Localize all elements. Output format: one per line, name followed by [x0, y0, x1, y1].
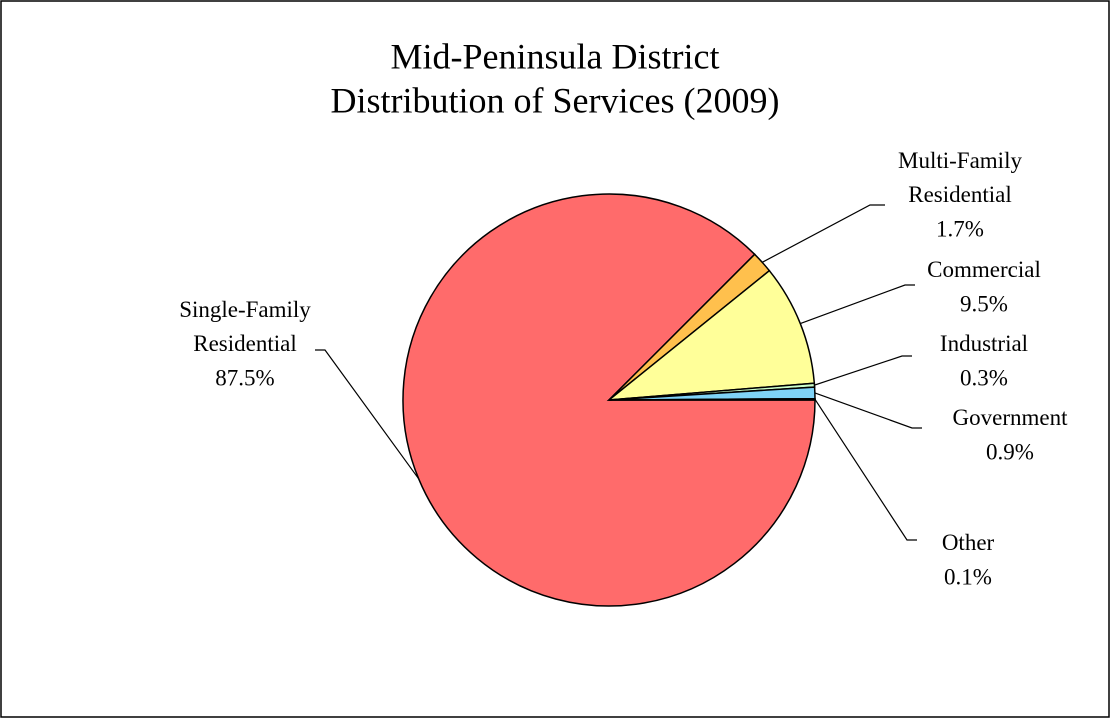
value-label: 87.5% [215, 365, 274, 390]
value-label: 9.5% [960, 291, 1008, 316]
slice-label: Commercial [927, 257, 1041, 282]
slice-label: Single-Family Residential [179, 297, 311, 356]
leader-line [315, 349, 420, 480]
leader-line [761, 204, 885, 263]
chart-title: Mid-Peninsula District [391, 36, 720, 76]
value-label: 0.9% [986, 439, 1034, 464]
label-line: Residential [193, 331, 296, 356]
slice-label: Multi-Family Residential [898, 148, 1022, 207]
leader-line [814, 355, 912, 386]
value-label: 1.7% [936, 216, 984, 241]
leader-line [814, 399, 917, 541]
chart-title: Distribution of Services (2009) [331, 80, 780, 120]
leader-line [814, 392, 922, 429]
label-line: Multi-Family [898, 148, 1022, 173]
slice-label: Other [942, 530, 995, 555]
leader-line [800, 284, 915, 325]
value-label: 0.3% [960, 365, 1008, 390]
label-line: Commercial [927, 257, 1041, 282]
slice-label: Industrial [940, 331, 1028, 356]
label-line: Other [942, 530, 995, 555]
label-line: Government [953, 405, 1069, 430]
label-line: Single-Family [179, 297, 311, 322]
label-line: Residential [908, 182, 1011, 207]
pie-slice [606, 269, 816, 401]
slice-label: Government [953, 405, 1069, 430]
label-line: Industrial [940, 331, 1028, 356]
value-label: 0.1% [944, 564, 992, 589]
